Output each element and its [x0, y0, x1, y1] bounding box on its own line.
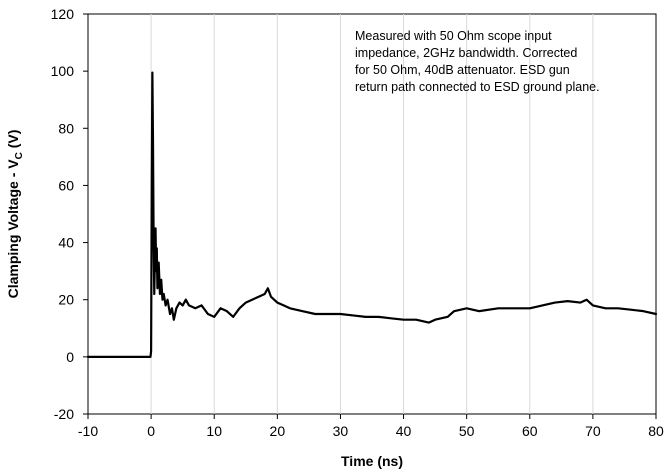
axes-layer: -10 0 10 20 30 40 50 60 70 80 -20 0 20 40 60 80 100 120	[51, 6, 664, 439]
annotation-line-4: return path connected to ESD ground plan…	[355, 80, 600, 94]
x-tick-label: 50	[459, 423, 475, 439]
y-tick-label: 100	[51, 63, 75, 79]
annotation-block: Measured with 50 Ohm scope input impedan…	[355, 29, 600, 94]
x-tick-label: 80	[648, 423, 664, 439]
y-axis-title-subscript: C	[14, 152, 25, 159]
y-tick-label: 60	[58, 177, 74, 193]
y-tick-label: 0	[66, 349, 74, 365]
x-tick-label: 10	[206, 423, 222, 439]
x-axis-title: Time (ns)	[341, 453, 403, 469]
x-tick-label: 30	[333, 423, 349, 439]
x-tick-label: 40	[396, 423, 412, 439]
series-line	[86, 71, 658, 358]
plot-area	[87, 13, 657, 415]
y-axis-title-suffix: (V)	[5, 130, 21, 153]
x-tick-label: -10	[78, 423, 98, 439]
x-tick-label: 60	[522, 423, 538, 439]
x-tick-label: 70	[585, 423, 601, 439]
annotation-line-2: impedance, 2GHz bandwidth. Corrected	[355, 46, 577, 60]
y-tick-label: -20	[54, 406, 74, 422]
data-layer	[86, 71, 658, 358]
x-tick-label: 20	[270, 423, 286, 439]
x-tick-label: 0	[147, 423, 155, 439]
y-tick-label: 20	[58, 292, 74, 308]
y-axis-title-main: Clamping Voltage - V	[5, 159, 21, 299]
y-tick-label: 80	[58, 120, 74, 136]
annotation-line-3: for 50 Ohm, 40dB attenuator. ESD gun	[355, 63, 570, 77]
y-axis-title: Clamping Voltage - VC (V)	[5, 130, 25, 299]
y-tick-label: 40	[58, 235, 74, 251]
y-tick-label: 120	[51, 6, 75, 22]
annotation-line-1: Measured with 50 Ohm scope input	[355, 29, 552, 43]
